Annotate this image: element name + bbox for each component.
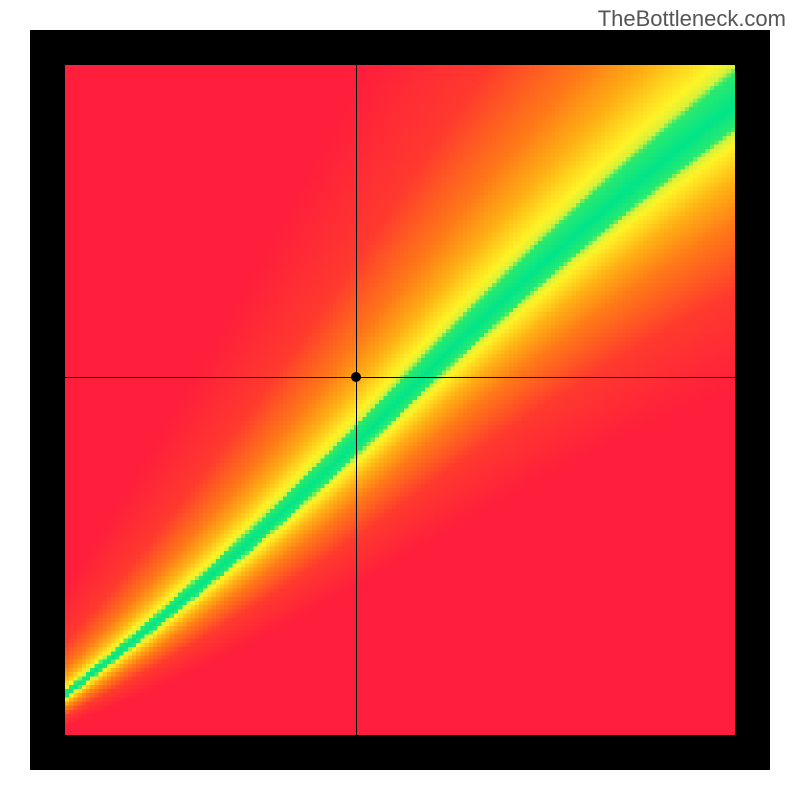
watermark-text: TheBottleneck.com	[598, 6, 786, 32]
bottleneck-heatmap	[65, 65, 735, 735]
